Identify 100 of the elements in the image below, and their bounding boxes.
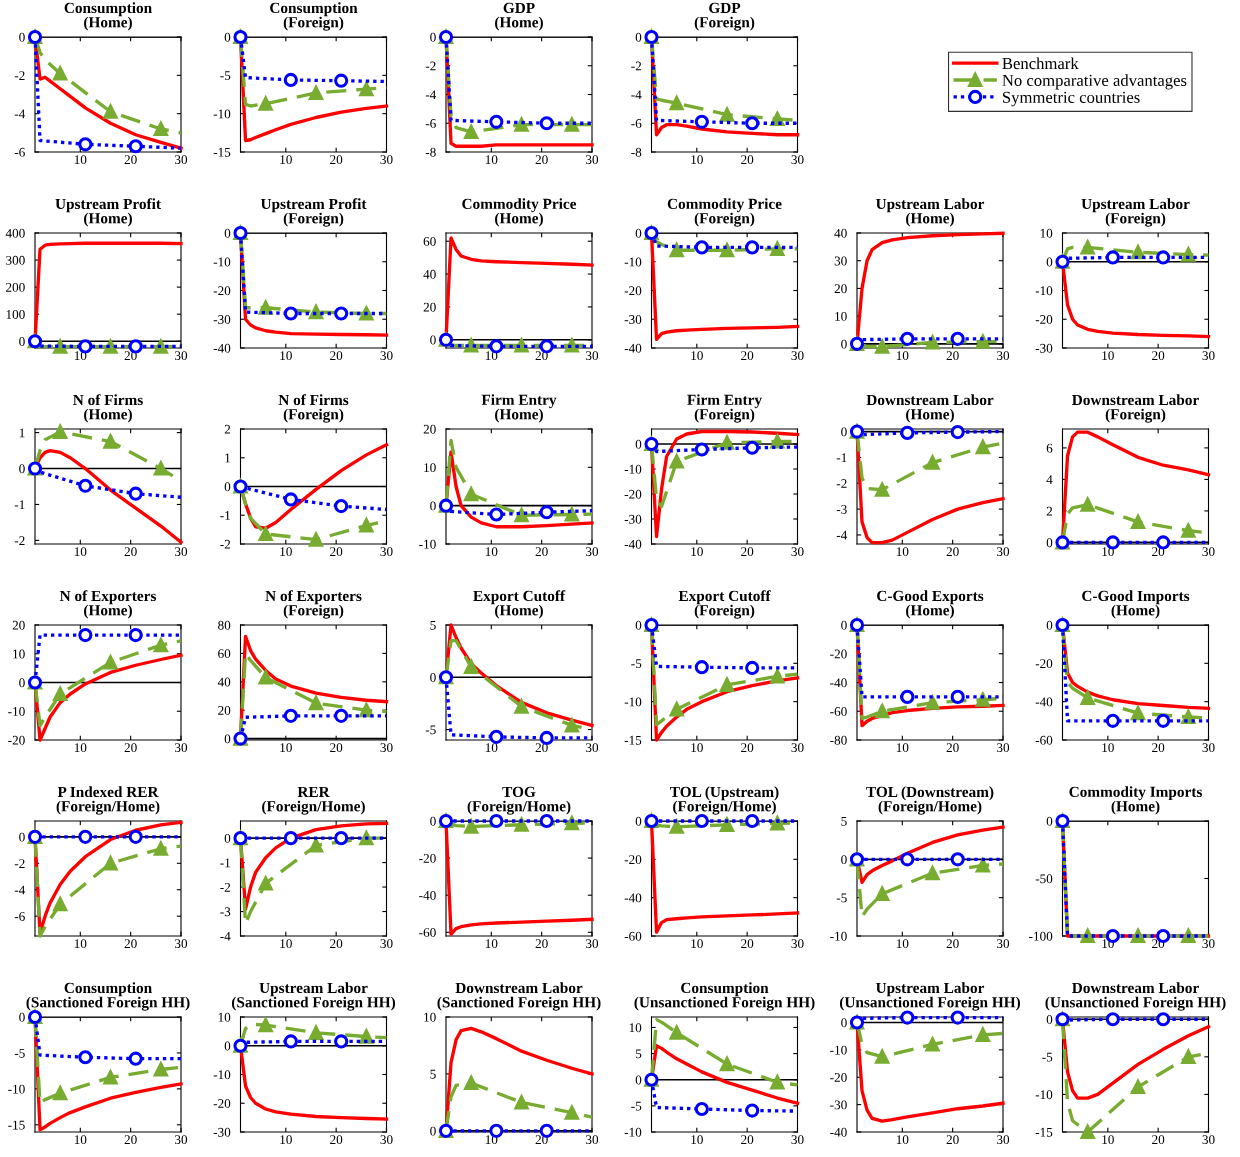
y-tick-label: -5 xyxy=(631,659,642,669)
y-tick-label: -5 xyxy=(425,725,436,735)
x-tick-label: 20 xyxy=(1152,743,1165,753)
y-tick-label: 20 xyxy=(12,620,25,630)
x-tick-label: 30 xyxy=(586,939,599,949)
x-tick-label: 30 xyxy=(997,547,1010,557)
chart-title: Export Cutoff (Foreign) xyxy=(678,590,771,619)
x-tick-label: 20 xyxy=(1152,1135,1165,1145)
x-tick-label: 20 xyxy=(124,939,137,949)
y-tick-label: -20 xyxy=(624,489,642,499)
x-tick-label: 20 xyxy=(124,743,137,753)
x-tick-label: 30 xyxy=(175,743,188,753)
x-tick-label: 10 xyxy=(74,939,87,949)
y-tick-label: 0 xyxy=(841,427,847,437)
x-tick-label: 30 xyxy=(175,1135,188,1145)
y-tick-label: -4 xyxy=(220,931,231,941)
legend-label: Symmetric countries xyxy=(1002,91,1140,107)
y-tick-label: -3 xyxy=(220,907,231,917)
x-tick-label: 30 xyxy=(791,1135,804,1145)
x-tick-label: 20 xyxy=(741,155,754,165)
y-tick-label: 0 xyxy=(635,816,642,826)
y-tick-label: 200 xyxy=(6,282,25,292)
y-tick-label: 10 xyxy=(629,1023,642,1033)
y-tick-label: -30 xyxy=(213,315,231,324)
x-tick-label: 30 xyxy=(380,1135,393,1145)
x-tick-label: 20 xyxy=(330,155,343,165)
y-tick-label: -15 xyxy=(8,1120,25,1130)
x-tick-label: 20 xyxy=(741,547,754,557)
y-tick-label: -4 xyxy=(14,109,26,119)
y-tick-label: 0 xyxy=(19,32,25,42)
x-tick-label: 10 xyxy=(74,547,87,557)
x-tick-label: 20 xyxy=(741,939,754,949)
chart-title: Consumption (Unsanctioned Foreign HH) xyxy=(634,982,815,1011)
y-tick-label: -20 xyxy=(8,735,25,745)
x-tick-label: 30 xyxy=(1202,547,1215,557)
y-tick-label: -5 xyxy=(1042,1052,1053,1062)
y-tick-label: -20 xyxy=(419,853,436,863)
y-tick-label: -10 xyxy=(213,257,231,267)
x-tick-label: 10 xyxy=(896,547,909,557)
y-tick-label: -10 xyxy=(419,539,436,549)
x-tick-label: 30 xyxy=(1202,351,1215,361)
x-tick-label: 10 xyxy=(691,351,703,361)
y-tick-label: -10 xyxy=(8,707,25,716)
x-tick-label: 20 xyxy=(330,939,343,949)
x-tick-label: 10 xyxy=(896,1135,909,1145)
x-tick-label: 10 xyxy=(74,743,87,753)
y-tick-label: -40 xyxy=(213,343,231,353)
x-tick-label: 30 xyxy=(791,351,804,361)
chart-title: Downstream Labor (Unsanctioned Foreign HH) xyxy=(1045,982,1226,1011)
y-tick-label: 40 xyxy=(834,228,847,238)
y-tick-label: 0 xyxy=(19,832,25,842)
x-tick-label: 30 xyxy=(380,547,393,557)
y-tick-label: 5 xyxy=(430,1069,436,1079)
x-tick-label: 10 xyxy=(691,155,703,165)
y-tick-label: 10 xyxy=(218,1012,231,1022)
y-tick-label: -8 xyxy=(425,147,436,157)
x-tick-label: 30 xyxy=(380,155,393,165)
y-tick-label: 40 xyxy=(423,269,436,279)
y-tick-label: -100 xyxy=(1029,931,1053,941)
chart-title: GDP (Home) xyxy=(495,2,543,31)
x-tick-label: 30 xyxy=(791,155,804,165)
y-tick-label: 0 xyxy=(841,855,847,865)
chart-title: RER (Foreign/Home) xyxy=(262,786,365,815)
x-tick-label: 30 xyxy=(791,939,804,949)
x-tick-label: 20 xyxy=(741,1135,754,1145)
y-tick-label: -40 xyxy=(1035,697,1053,707)
chart-title: Commodity Price (Foreign) xyxy=(667,198,782,227)
x-tick-label: 10 xyxy=(280,547,292,557)
x-tick-label: 20 xyxy=(330,1135,343,1145)
y-tick-label: -40 xyxy=(624,893,642,903)
y-tick-label: 0 xyxy=(1046,620,1053,630)
y-tick-label: -2 xyxy=(14,536,25,545)
y-tick-label: -10 xyxy=(624,257,642,267)
y-tick-label: -20 xyxy=(1035,659,1053,669)
y-tick-label: -3 xyxy=(836,504,847,514)
y-tick-label: 0 xyxy=(635,228,642,238)
y-tick-label: 0 xyxy=(430,1126,436,1136)
y-tick-label: 0 xyxy=(430,501,436,511)
y-tick-label: -5 xyxy=(631,1101,642,1111)
chart-title: N of Exporters (Home) xyxy=(59,590,156,619)
y-tick-label: 0 xyxy=(841,1018,847,1028)
x-tick-label: 10 xyxy=(485,939,498,949)
y-tick-label: -6 xyxy=(631,119,642,128)
y-tick-label: 4 xyxy=(1046,475,1053,484)
y-tick-label: -60 xyxy=(624,931,642,941)
y-tick-label: -15 xyxy=(213,147,231,157)
y-tick-label: -20 xyxy=(1035,315,1053,324)
x-tick-label: 20 xyxy=(330,547,343,557)
y-tick-label: -10 xyxy=(8,1084,25,1094)
y-tick-label: 10 xyxy=(424,1012,436,1022)
chart-title: Upstream Labor (Home) xyxy=(875,198,985,227)
y-tick-label: 2 xyxy=(1046,506,1053,516)
chart-title: Upstream Labor (Sanctioned Foreign HH) xyxy=(231,982,396,1011)
y-tick-label: -15 xyxy=(624,735,642,745)
x-tick-label: 20 xyxy=(946,743,959,753)
y-tick-label: -5 xyxy=(220,71,231,81)
chart-title: N of Firms (Foreign) xyxy=(278,394,349,423)
y-tick-label: 0 xyxy=(635,620,642,630)
x-tick-label: 30 xyxy=(997,939,1010,949)
x-tick-label: 20 xyxy=(535,547,548,557)
